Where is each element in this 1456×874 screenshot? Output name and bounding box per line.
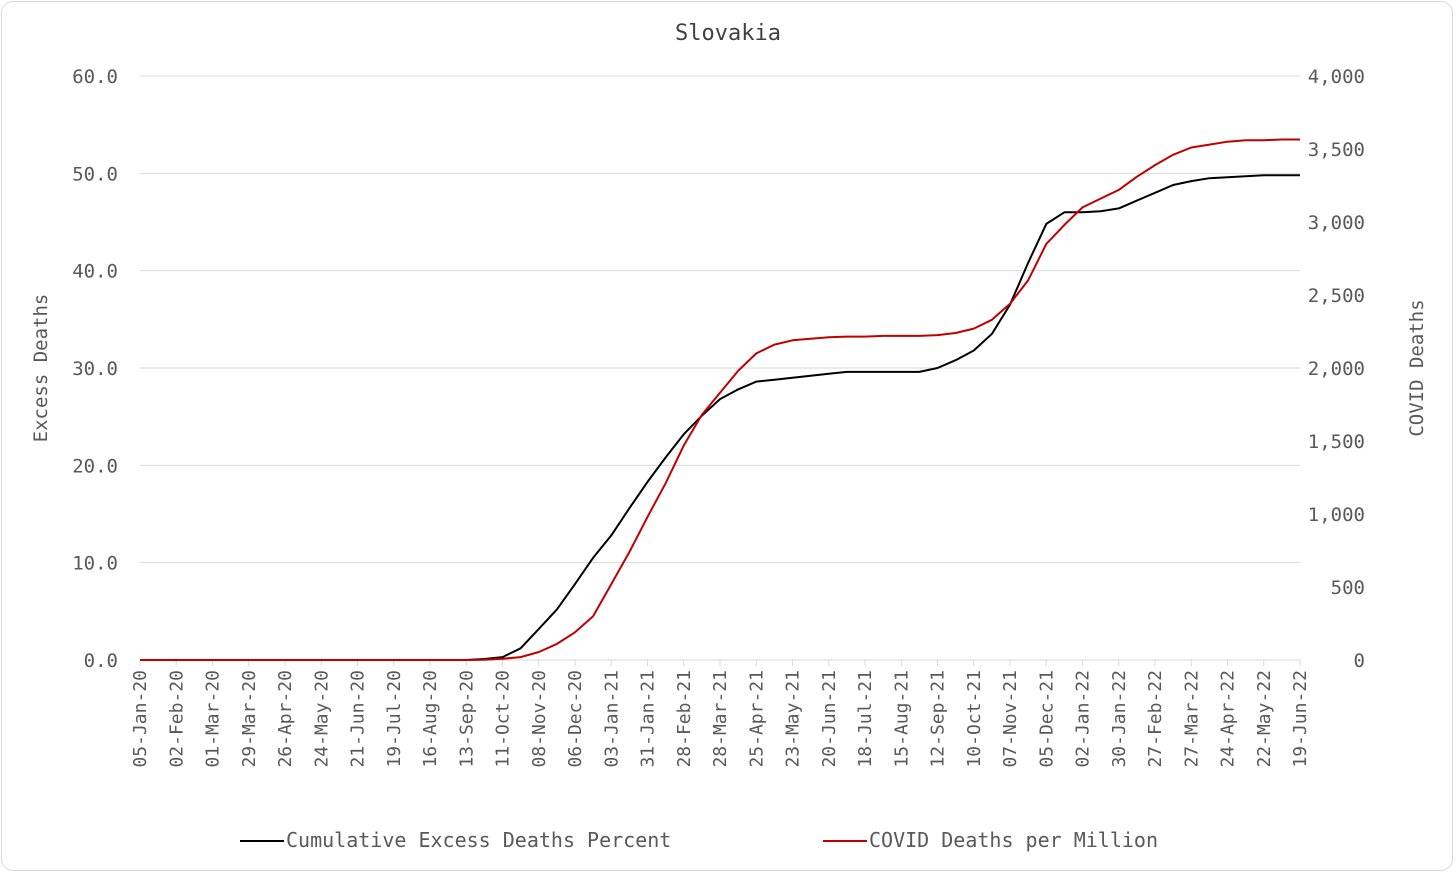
x-tick-label: 30-Jan-22 bbox=[1109, 670, 1130, 768]
y-tick-label: 30.0 bbox=[72, 358, 118, 380]
x-tick-label: 06-Dec-20 bbox=[565, 670, 586, 768]
chart-title: Slovakia bbox=[675, 21, 781, 46]
x-tick-label: 28-Mar-21 bbox=[710, 670, 731, 768]
y2-tick-label: 2,000 bbox=[1308, 358, 1365, 380]
x-tick-label: 27-Mar-22 bbox=[1181, 670, 1202, 768]
x-tick-label: 27-Feb-22 bbox=[1145, 670, 1166, 768]
x-tick-label: 08-Nov-20 bbox=[529, 670, 550, 768]
y2-tick-label: 1,000 bbox=[1308, 504, 1365, 526]
x-tick-label: 20-Jun-21 bbox=[819, 670, 840, 768]
right-axis-ticks: 0 500 1,000 1,500 2,000 2,500 3,000 3,500 4,000 bbox=[1308, 66, 1365, 672]
x-tick-label: 19-Jun-22 bbox=[1290, 670, 1311, 768]
series-line-covid bbox=[140, 138, 1300, 661]
x-tick-label: 29-Mar-20 bbox=[239, 670, 260, 768]
gridlines bbox=[140, 75, 1300, 661]
x-tick-label: 19-Jul-20 bbox=[384, 670, 405, 768]
y-tick-label: 40.0 bbox=[72, 261, 118, 283]
x-tick-label: 05-Dec-21 bbox=[1036, 670, 1057, 768]
y2-tick-label: 3,500 bbox=[1308, 139, 1365, 161]
x-tick-label: 05-Jan-20 bbox=[130, 670, 151, 768]
x-tick-label: 21-Jun-20 bbox=[348, 670, 369, 768]
series-line-excess bbox=[140, 174, 1300, 661]
series-lines bbox=[140, 138, 1300, 661]
legend-label-excess: Cumulative Excess Deaths Percent bbox=[286, 828, 671, 852]
legend: Cumulative Excess Deaths Percent COVID D… bbox=[240, 828, 1158, 852]
y-tick-label: 20.0 bbox=[72, 455, 118, 477]
x-tick-label: 12-Sep-21 bbox=[928, 670, 949, 768]
y-tick-label: 0.0 bbox=[84, 650, 118, 672]
x-tick-label: 26-Apr-20 bbox=[275, 670, 296, 768]
x-tick-label: 02-Jan-22 bbox=[1073, 670, 1094, 768]
x-tick-label: 24-May-20 bbox=[311, 670, 332, 768]
x-tick-label: 07-Nov-21 bbox=[1000, 670, 1021, 768]
x-tick-label: 02-Feb-20 bbox=[166, 670, 187, 768]
y2-tick-label: 0 bbox=[1354, 650, 1365, 672]
x-tick-label: 15-Aug-21 bbox=[891, 670, 912, 768]
x-tick-label: 28-Feb-21 bbox=[674, 670, 695, 768]
y2-tick-label: 3,000 bbox=[1308, 212, 1365, 234]
y-tick-label: 10.0 bbox=[72, 553, 118, 575]
y2-tick-label: 4,000 bbox=[1308, 66, 1365, 88]
x-tick-label: 13-Sep-20 bbox=[456, 670, 477, 768]
x-tick-label: 18-Jul-21 bbox=[855, 670, 876, 768]
x-tick-label: 03-Jan-21 bbox=[601, 670, 622, 768]
x-tick-label: 23-May-21 bbox=[783, 670, 804, 768]
legend-label-covid: COVID Deaths per Million bbox=[869, 828, 1158, 852]
x-tick-label: 22-May-22 bbox=[1254, 670, 1275, 768]
y-tick-label: 50.0 bbox=[72, 163, 118, 185]
x-tick-label: 24-Apr-22 bbox=[1218, 670, 1239, 768]
y-axis-label: Excess Deaths bbox=[30, 294, 52, 443]
y-tick-label: 60.0 bbox=[72, 66, 118, 88]
left-axis-ticks: 0.0 10.0 20.0 30.0 40.0 50.0 60.0 bbox=[72, 66, 118, 672]
x-tick-label: 01-Mar-20 bbox=[203, 670, 224, 768]
y2-tick-label: 2,500 bbox=[1308, 285, 1365, 307]
x-tick-label: 10-Oct-21 bbox=[964, 670, 985, 768]
x-axis-ticks: 05-Jan-20 02-Feb-20 01-Mar-20 29-Mar-20 26-A… bbox=[130, 659, 1311, 768]
x-tick-label: 31-Jan-21 bbox=[638, 670, 659, 768]
x-tick-label: 16-Aug-20 bbox=[420, 670, 441, 768]
y2-axis-label: COVID Deaths bbox=[1406, 299, 1428, 436]
x-tick-label: 25-Apr-21 bbox=[746, 670, 767, 768]
x-tick-label: 11-Oct-20 bbox=[493, 670, 514, 768]
y2-tick-label: 500 bbox=[1331, 577, 1365, 599]
y2-tick-label: 1,500 bbox=[1308, 431, 1365, 453]
